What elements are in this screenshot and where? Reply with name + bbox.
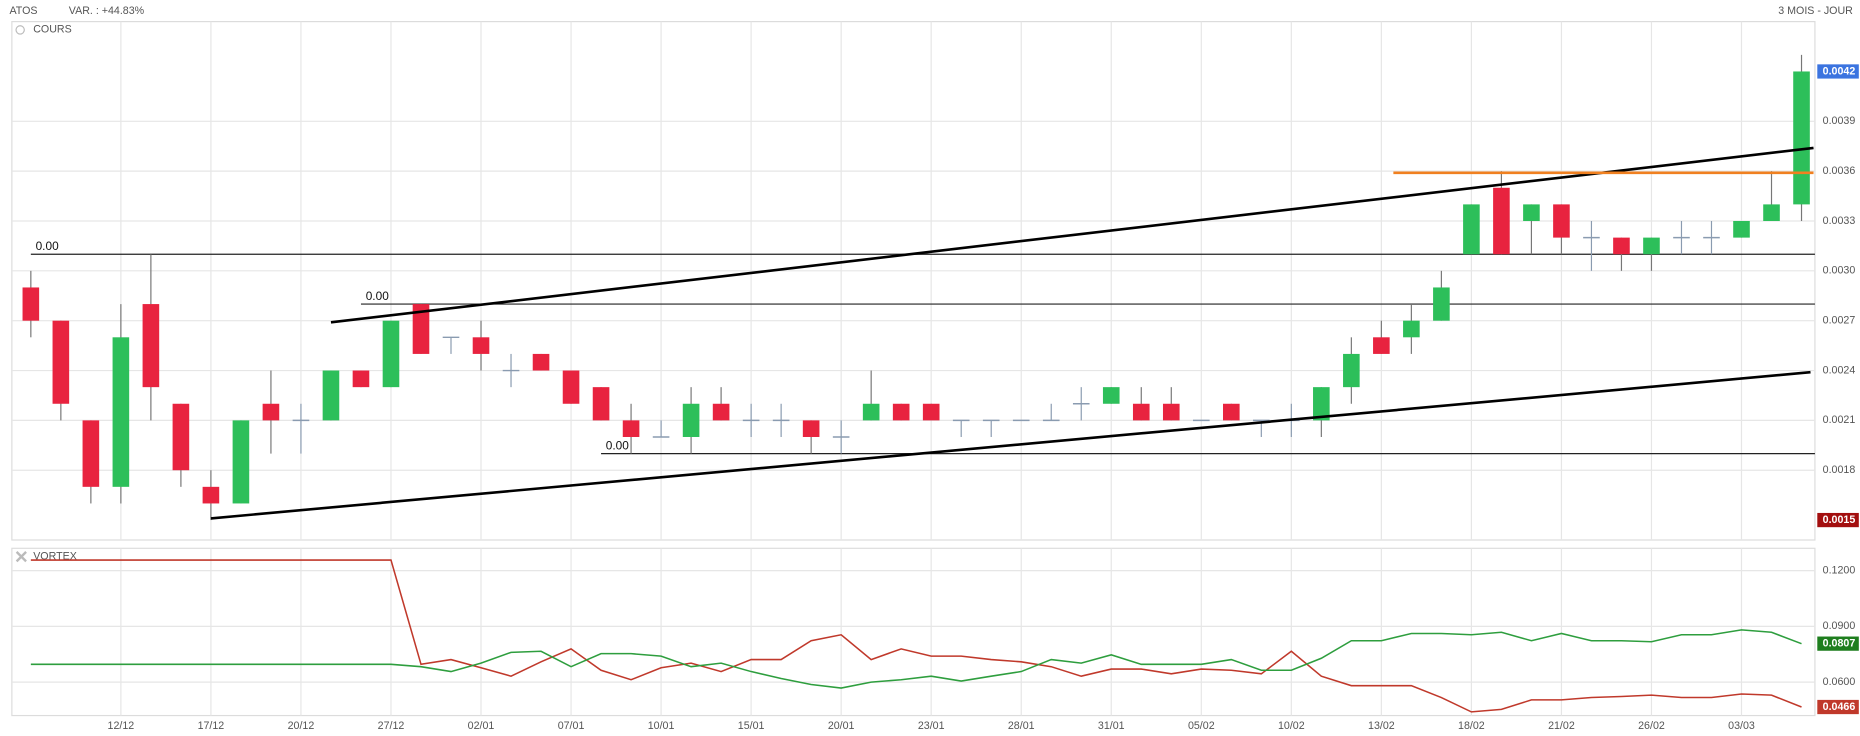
last-value-box bbox=[1817, 699, 1859, 715]
x-tick-label: 02/01 bbox=[468, 720, 495, 732]
price-panel bbox=[11, 21, 1816, 541]
candle-body bbox=[1222, 403, 1240, 421]
candle-body bbox=[1523, 204, 1540, 221]
x-tick-label: 23/01 bbox=[918, 720, 945, 732]
variation: VAR. : +44.83% bbox=[69, 5, 145, 17]
x-tick-label: 31/01 bbox=[1098, 720, 1125, 732]
candle-body bbox=[1493, 187, 1510, 255]
x-tick-label: 13/02 bbox=[1368, 720, 1395, 732]
candle-body bbox=[52, 320, 70, 404]
candle-body bbox=[172, 403, 190, 471]
y-tick-label: 0.0036 bbox=[1823, 165, 1856, 177]
x-tick-label: 26/02 bbox=[1638, 720, 1665, 732]
x-tick-label: 10/02 bbox=[1278, 720, 1305, 732]
candle-body bbox=[352, 370, 370, 388]
candle-body bbox=[22, 287, 40, 321]
panel-icon bbox=[15, 25, 25, 35]
level-label: 0.00 bbox=[36, 239, 59, 253]
price-label-box bbox=[1817, 64, 1859, 79]
y-tick-label: 0.0033 bbox=[1823, 215, 1856, 227]
candle-body bbox=[382, 320, 400, 388]
last-value-box bbox=[1817, 636, 1859, 651]
candle-body bbox=[1763, 204, 1780, 221]
candle-body bbox=[712, 403, 730, 421]
candle-body bbox=[622, 420, 640, 437]
candle-body bbox=[202, 486, 220, 504]
candle-body bbox=[1313, 387, 1330, 421]
trendline bbox=[210, 370, 1811, 520]
candle-body bbox=[1102, 387, 1120, 404]
y-tick-label: 0.0018 bbox=[1823, 464, 1856, 476]
candle-body bbox=[1793, 71, 1810, 205]
level-label: 0.00 bbox=[606, 439, 629, 453]
indicator-line bbox=[30, 629, 1802, 689]
symbol: ATOS bbox=[9, 5, 37, 17]
last-value-label: 0.0466 bbox=[1823, 701, 1856, 713]
x-tick-label: 21/02 bbox=[1548, 720, 1575, 732]
level-label: 0.00 bbox=[366, 289, 389, 303]
candle-body bbox=[1162, 403, 1180, 421]
candle-body bbox=[412, 304, 430, 354]
period: 3 MOIS - JOUR bbox=[1778, 5, 1853, 17]
candle-body bbox=[1433, 287, 1450, 321]
candle-body bbox=[1463, 204, 1480, 255]
x-tick-label: 07/01 bbox=[558, 720, 585, 732]
panel-title: COURS bbox=[33, 24, 71, 36]
x-tick-label: 10/01 bbox=[648, 720, 675, 732]
y-tick-label: 0.0900 bbox=[1823, 620, 1856, 632]
candle-body bbox=[262, 403, 280, 421]
candle-body bbox=[862, 403, 880, 421]
price-label: 0.0042 bbox=[1823, 65, 1856, 77]
candle-body bbox=[322, 370, 340, 421]
trendline bbox=[330, 146, 1814, 324]
last-value-label: 0.0807 bbox=[1823, 637, 1856, 649]
price-label: 0.0015 bbox=[1823, 514, 1856, 526]
candle-body bbox=[892, 403, 910, 421]
candle-body bbox=[532, 353, 550, 371]
candle-body bbox=[112, 337, 130, 487]
candle-body bbox=[1643, 237, 1660, 255]
x-tick-label: 05/02 bbox=[1188, 720, 1215, 732]
y-tick-label: 0.0030 bbox=[1823, 265, 1856, 277]
y-tick-label: 0.0039 bbox=[1823, 115, 1856, 127]
y-tick-label: 0.0024 bbox=[1823, 364, 1856, 376]
candle-body bbox=[1613, 237, 1630, 255]
price-label-box bbox=[1817, 512, 1859, 528]
candle-body bbox=[592, 387, 610, 421]
x-tick-label: 03/03 bbox=[1728, 720, 1755, 732]
candle-body bbox=[1343, 353, 1360, 388]
y-tick-label: 0.0021 bbox=[1823, 414, 1856, 426]
candle-body bbox=[1373, 337, 1390, 354]
candle-body bbox=[1553, 204, 1570, 238]
x-tick-label: 20/01 bbox=[828, 720, 855, 732]
panel-icon bbox=[15, 551, 27, 563]
x-tick-label: 20/12 bbox=[288, 720, 315, 732]
candle-body bbox=[562, 370, 580, 404]
candle-body bbox=[1403, 320, 1420, 338]
candle-body bbox=[1132, 403, 1150, 421]
candle-body bbox=[922, 403, 940, 421]
candle-body bbox=[472, 337, 490, 354]
y-tick-label: 0.0027 bbox=[1823, 315, 1856, 327]
x-tick-label: 15/01 bbox=[738, 720, 765, 732]
x-tick-label: 12/12 bbox=[108, 720, 135, 732]
y-tick-label: 0.0600 bbox=[1823, 676, 1856, 688]
candle-body bbox=[232, 420, 250, 504]
candle-body bbox=[682, 403, 700, 437]
vortex-panel bbox=[11, 547, 1816, 717]
candle-body bbox=[802, 420, 820, 437]
x-tick-label: 18/02 bbox=[1458, 720, 1485, 732]
candle-body bbox=[82, 420, 100, 487]
candle-body bbox=[1733, 220, 1750, 238]
x-tick-label: 17/12 bbox=[198, 720, 225, 732]
indicator-line bbox=[30, 559, 1802, 713]
x-tick-label: 27/12 bbox=[378, 720, 405, 732]
y-tick-label: 0.1200 bbox=[1823, 564, 1856, 576]
x-tick-label: 28/01 bbox=[1008, 720, 1035, 732]
candle-body bbox=[142, 304, 160, 388]
